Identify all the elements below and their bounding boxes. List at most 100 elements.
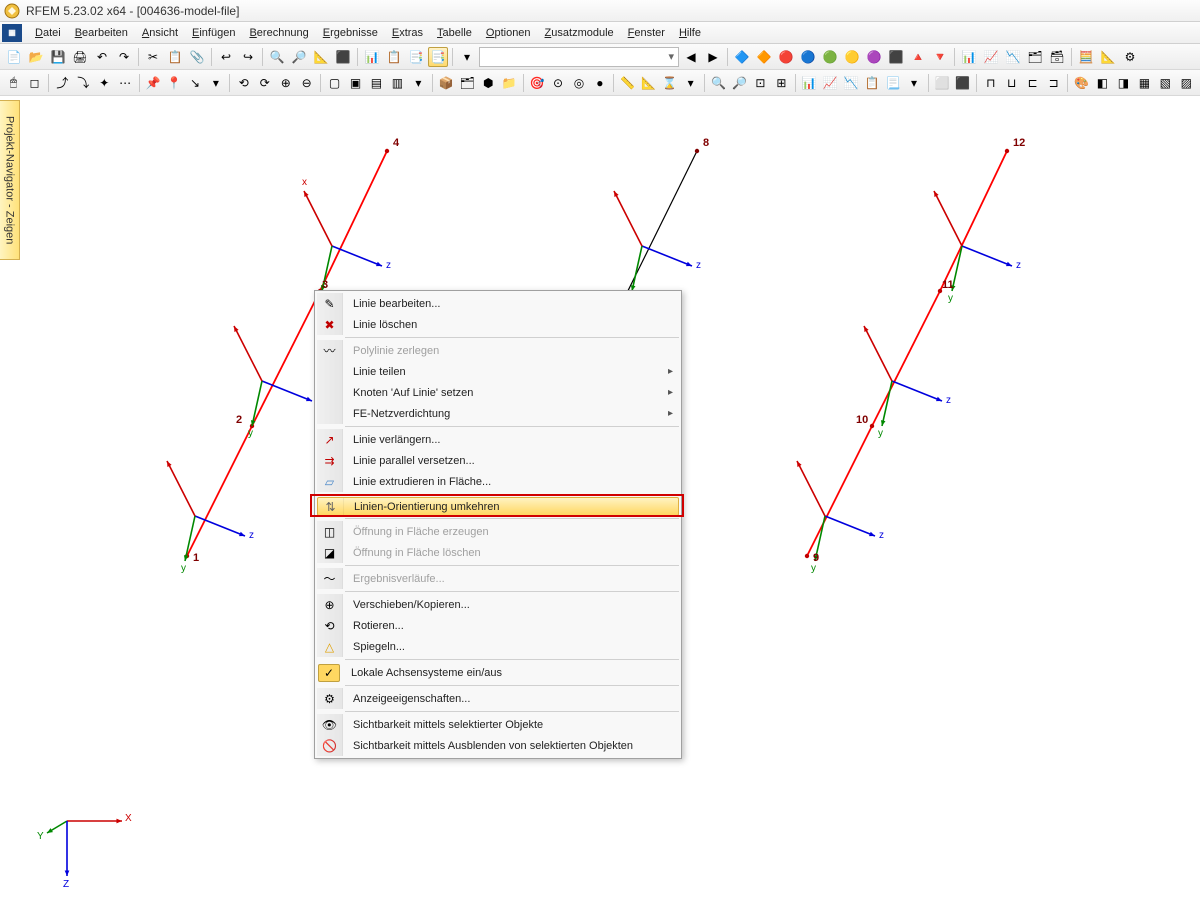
toolbar-button[interactable]: 📑 (428, 47, 448, 67)
toolbar-button[interactable]: ● (590, 73, 609, 93)
toolbar-button[interactable]: 📉 (842, 73, 861, 93)
toolbar-button[interactable]: ⊕ (276, 73, 295, 93)
toolbar-button[interactable]: 🔎 (730, 73, 749, 93)
toolbar-button[interactable]: 🧮 (1076, 47, 1096, 67)
toolbar-button[interactable]: ▾ (681, 73, 700, 93)
toolbar-button[interactable]: ⊔ (1002, 73, 1021, 93)
toolbar-button[interactable]: 💾 (48, 47, 68, 67)
toolbar-button[interactable]: 🎨 (1072, 73, 1091, 93)
toolbar-button[interactable]: ⊡ (751, 73, 770, 93)
toolbar-button[interactable]: 📦 (437, 73, 456, 93)
toolbar-button[interactable]: 🎯 (528, 73, 547, 93)
toolbar-button[interactable]: 🔵 (798, 47, 818, 67)
toolbar-button[interactable]: ↩ (216, 47, 236, 67)
toolbar-button[interactable]: ⬛ (953, 73, 972, 93)
toolbar-button[interactable]: ⋯ (116, 73, 135, 93)
toolbar-button[interactable]: ✦ (95, 73, 114, 93)
toolbar-button[interactable]: 📐 (311, 47, 331, 67)
toolbar-button[interactable]: ⬜ (932, 73, 951, 93)
ctx-verschieben-kopieren[interactable]: ⊕Verschieben/Kopieren... (317, 594, 679, 615)
ctx-anzeigeeigenschaften[interactable]: ⚙Anzeigeeigenschaften... (317, 688, 679, 709)
toolbar-button[interactable]: ⚙ (1120, 47, 1140, 67)
ctx-linie-bearbeiten[interactable]: ✎Linie bearbeiten... (317, 293, 679, 314)
toolbar-button[interactable]: ⊏ (1023, 73, 1042, 93)
toolbar-button[interactable]: ⤴ (53, 73, 72, 93)
toolbar-button[interactable]: ▾ (457, 47, 477, 67)
menu-einfügen[interactable]: Einfügen (185, 24, 242, 42)
menu-extras[interactable]: Extras (385, 24, 430, 42)
menu-fenster[interactable]: Fenster (621, 24, 672, 42)
ctx-rotieren[interactable]: ⟲Rotieren... (317, 615, 679, 636)
menu-datei[interactable]: Datei (28, 24, 68, 42)
toolbar-button[interactable]: 🔎 (289, 47, 309, 67)
toolbar-button[interactable]: ⬛ (333, 47, 353, 67)
toolbar-button[interactable]: 📄 (4, 47, 24, 67)
toolbar-button[interactable]: 🔍 (267, 47, 287, 67)
toolbar-button[interactable]: ⬢ (479, 73, 498, 93)
toolbar-button[interactable]: 🔻 (930, 47, 950, 67)
toolbar-button[interactable]: ⊙ (549, 73, 568, 93)
toolbar-button[interactable]: 📉 (1003, 47, 1023, 67)
toolbar-button[interactable]: ◀ (681, 47, 701, 67)
toolbar-button[interactable]: ⌛ (660, 73, 679, 93)
toolbar-button[interactable]: 🔺 (908, 47, 928, 67)
toolbar-button[interactable]: ↷ (114, 47, 134, 67)
ctx-sichtbarkeit-mittels-selektierter-objekte[interactable]: 👁Sichtbarkeit mittels selektierter Objek… (317, 714, 679, 735)
toolbar-button[interactable]: ⊞ (772, 73, 791, 93)
toolbar-button[interactable]: 📑 (406, 47, 426, 67)
toolbar-button[interactable]: ▣ (346, 73, 365, 93)
ctx-linie-verl-ngern[interactable]: ↗Linie verlängern... (317, 429, 679, 450)
toolbar-button[interactable]: 🟡 (842, 47, 862, 67)
toolbar-button[interactable]: ◧ (1093, 73, 1112, 93)
toolbar-button[interactable]: 📌 (144, 73, 163, 93)
toolbar-button[interactable]: ◨ (1114, 73, 1133, 93)
ctx-lokale-achsensysteme-ein-aus[interactable]: ✓Lokale Achsensysteme ein/aus (317, 662, 679, 683)
ctx-linien-orientierung-umkehren[interactable]: ⇅Linien-Orientierung umkehren (317, 497, 679, 516)
toolbar-button[interactable]: 📋 (165, 47, 185, 67)
menu-ansicht[interactable]: Ansicht (135, 24, 185, 42)
toolbar-button[interactable]: ▥ (388, 73, 407, 93)
ctx-linie-parallel-versetzen[interactable]: ⇉Linie parallel versetzen... (317, 450, 679, 471)
toolbar-button[interactable]: 📊 (959, 47, 979, 67)
toolbar-button[interactable]: ▨ (1177, 73, 1196, 93)
menu-zusatzmodule[interactable]: Zusatzmodule (538, 24, 621, 42)
toolbar-button[interactable]: 📐 (639, 73, 658, 93)
toolbar-button[interactable]: ▾ (206, 73, 225, 93)
model-viewport[interactable]: 4321zyxzyzy8zy1211109zyzyzyXYZ ✎Linie be… (22, 96, 1200, 900)
toolbar-button[interactable]: ▦ (1135, 73, 1154, 93)
toolbar-button[interactable]: ⟳ (255, 73, 274, 93)
menu-berechnung[interactable]: Berechnung (242, 24, 315, 42)
toolbar-button[interactable]: 🗂 (1025, 47, 1045, 67)
toolbar-button[interactable]: 🖱 (4, 73, 23, 93)
toolbar-button[interactable]: ⊖ (297, 73, 316, 93)
toolbar-button[interactable]: ▶ (703, 47, 723, 67)
toolbar-button[interactable]: 📋 (863, 73, 882, 93)
toolbar-button[interactable]: 🗂 (458, 73, 477, 93)
toolbar-button[interactable]: 🟢 (820, 47, 840, 67)
toolbar-button[interactable]: ▤ (367, 73, 386, 93)
toolbar-button[interactable]: ↘ (186, 73, 205, 93)
toolbar-button[interactable]: ▾ (905, 73, 924, 93)
toolbar-button[interactable]: 🟣 (864, 47, 884, 67)
toolbar-button[interactable]: 🔷 (732, 47, 752, 67)
toolbar-button[interactable]: 📃 (884, 73, 903, 93)
toolbar-button[interactable]: 📊 (800, 73, 819, 93)
toolbar-button[interactable]: 🖨 (70, 47, 90, 67)
ctx-linie-teilen[interactable]: Linie teilen (317, 361, 679, 382)
toolbar-button[interactable]: ↶ (92, 47, 112, 67)
toolbar-button[interactable]: ✂ (143, 47, 163, 67)
toolbar-button[interactable]: 📂 (26, 47, 46, 67)
ctx-fe-netzverdichtung[interactable]: FE-Netzverdichtung (317, 403, 679, 424)
toolbar-button[interactable]: 📁 (500, 73, 519, 93)
toolbar-button[interactable]: ▧ (1156, 73, 1175, 93)
toolbar-button[interactable]: 📎 (187, 47, 207, 67)
toolbar-button[interactable]: 📏 (618, 73, 637, 93)
toolbar-button[interactable]: ◻ (25, 73, 44, 93)
toolbar-button[interactable]: 📐 (1098, 47, 1118, 67)
toolbar-button[interactable]: ⊐ (1044, 73, 1063, 93)
toolbar-button[interactable]: ▢ (325, 73, 344, 93)
toolbar-select[interactable]: ▾ (479, 47, 679, 67)
app-menu-icon[interactable]: ▦ (2, 24, 22, 42)
toolbar-button[interactable]: 📋 (384, 47, 404, 67)
toolbar-button[interactable]: 📈 (821, 73, 840, 93)
